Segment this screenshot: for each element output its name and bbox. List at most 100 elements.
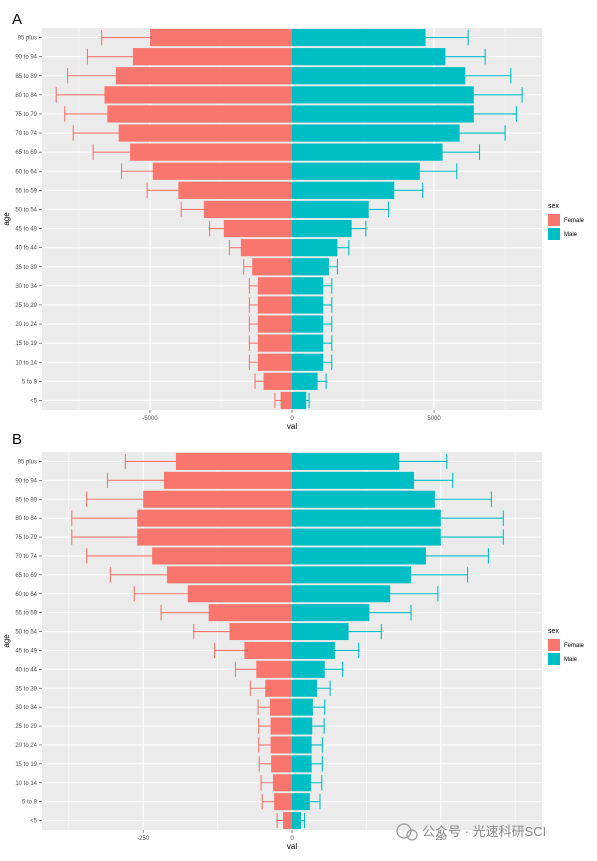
x-tick-label: -250 <box>137 836 150 842</box>
bar-female <box>137 528 292 546</box>
y-axis-title: age <box>2 634 11 648</box>
bar-female <box>115 67 292 85</box>
x-tick-label: 0 <box>290 836 294 842</box>
bar-female <box>118 124 292 142</box>
bar-male <box>292 372 318 390</box>
bar-male <box>292 143 443 161</box>
y-tick-label: 55 to 59 <box>15 611 37 617</box>
y-tick-label: 65 to 69 <box>15 573 37 579</box>
wechat-icon-secondary <box>406 829 418 841</box>
y-tick-label: 95 plus <box>18 36 37 42</box>
y-tick-label: 5 to 9 <box>22 800 38 806</box>
legend: sex Female Male <box>548 628 585 665</box>
bar-male <box>292 509 441 527</box>
y-tick-label: 90 to 94 <box>15 478 37 484</box>
bar-female <box>164 471 292 489</box>
bar-female <box>152 162 292 180</box>
y-tick-label: 90 to 94 <box>15 55 37 61</box>
y-tick-label: 50 to 54 <box>15 207 37 213</box>
x-tick-label: 250 <box>436 836 447 842</box>
bar-female <box>137 509 292 527</box>
bar-female <box>104 86 292 104</box>
y-tick-label: 75 to 79 <box>15 112 37 118</box>
y-tick-label: 40 to 44 <box>15 246 37 252</box>
bar-male <box>292 219 352 238</box>
y-tick-label: 60 to 64 <box>15 592 37 598</box>
legend-key-female <box>548 639 560 651</box>
x-axis-title: val <box>287 842 297 851</box>
y-tick-label: 65 to 69 <box>15 150 37 156</box>
bar-male <box>292 162 420 180</box>
y-tick-label: <5 <box>30 819 38 825</box>
y-tick-label: 20 to 24 <box>15 743 37 749</box>
y-tick-label: 45 to 49 <box>15 227 37 233</box>
y-tick-label: 10 to 14 <box>15 781 37 787</box>
bar-female <box>152 547 292 565</box>
bar-female <box>167 566 292 584</box>
bar-male <box>292 200 369 219</box>
bar-female <box>107 105 292 123</box>
bar-male <box>292 181 395 199</box>
x-tick-label: 0 <box>290 416 294 422</box>
y-tick-label: 10 to 14 <box>15 360 37 366</box>
bar-female <box>130 143 292 161</box>
bar-male <box>292 258 329 276</box>
y-tick-label: 15 to 19 <box>15 341 37 347</box>
y-tick-label: 75 to 79 <box>15 535 37 541</box>
bar-male <box>292 391 307 410</box>
wechat-icon <box>396 823 412 839</box>
legend-key-male <box>548 653 560 665</box>
y-tick-label: 25 to 29 <box>15 303 37 309</box>
x-tick-label: -5000 <box>142 416 158 422</box>
bar-male <box>292 585 391 603</box>
bar-female <box>223 219 292 238</box>
legend-label: Male <box>564 657 578 663</box>
bar-male <box>292 812 301 830</box>
panel-label: A <box>12 11 22 28</box>
bar-male <box>292 315 324 333</box>
bar-female <box>175 452 292 470</box>
x-tick-label: 5000 <box>427 416 441 422</box>
chart-panel-b: B 95 plus 90 to 94 85 to 89 80 to 84 75 to 79… <box>2 431 585 851</box>
bar-male <box>292 67 466 85</box>
y-tick-label: 85 to 89 <box>15 74 37 80</box>
legend-title: sex <box>548 203 559 210</box>
bar-female <box>149 28 292 47</box>
bar-male <box>292 547 426 565</box>
bar-male <box>292 353 324 371</box>
bar-male <box>292 48 446 66</box>
bar-female <box>263 372 292 390</box>
y-tick-label: 85 to 89 <box>15 497 37 503</box>
bar-female <box>132 48 292 66</box>
legend: sex Female Male <box>548 203 585 240</box>
bar-male <box>292 528 441 546</box>
y-tick-label: 55 to 59 <box>15 188 37 194</box>
y-tick-label: 60 to 64 <box>15 169 37 175</box>
bar-male <box>292 452 400 470</box>
legend-label: Female <box>564 218 585 224</box>
y-tick-label: 80 to 84 <box>15 516 37 522</box>
bar-female <box>240 239 292 257</box>
legend-key-female <box>548 214 560 226</box>
bar-female <box>178 181 292 199</box>
chart-panel-a: A 95 plus 90 to 94 85 to 89 80 to 84 75 to 79… <box>2 11 585 431</box>
y-tick-label: 5 to 9 <box>22 379 38 385</box>
legend-label: Male <box>564 232 578 238</box>
watermark: 公众号 · 光速科研SCI <box>396 823 546 841</box>
y-tick-label: 35 to 39 <box>15 265 37 271</box>
bar-female <box>252 258 292 276</box>
y-tick-label: 20 to 24 <box>15 322 37 328</box>
bar-male <box>292 490 435 508</box>
y-tick-label: 30 to 34 <box>15 284 37 290</box>
y-tick-label: 45 to 49 <box>15 648 37 654</box>
bar-female <box>203 200 292 219</box>
y-tick-label: 25 to 29 <box>15 724 37 730</box>
legend-title: sex <box>548 628 559 635</box>
y-axis-title: age <box>2 212 11 226</box>
y-tick-label: 50 to 54 <box>15 630 37 636</box>
y-tick-label: 30 to 34 <box>15 705 37 711</box>
bar-male <box>292 277 324 295</box>
bar-male <box>292 124 460 142</box>
